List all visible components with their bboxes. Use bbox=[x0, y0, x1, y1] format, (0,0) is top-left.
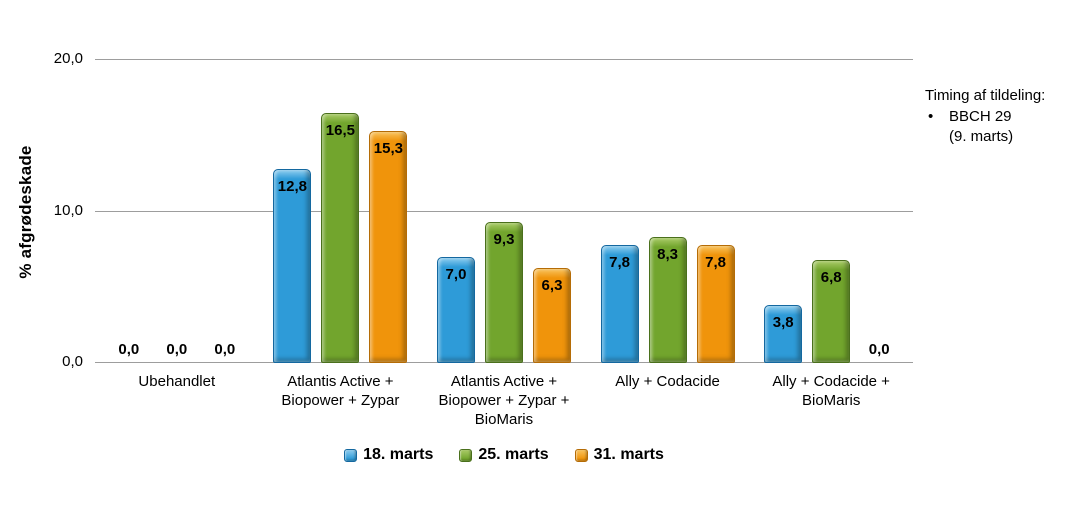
bar-value-label: 0,0 bbox=[214, 341, 236, 358]
bar-value-label: 7,8 bbox=[705, 253, 727, 271]
bar-slot: 0,0 bbox=[860, 339, 898, 363]
bar-slot: 0,0 bbox=[206, 339, 244, 363]
bar-slot: 12,8 bbox=[273, 169, 312, 363]
bar-25-marts: 16,5 bbox=[321, 113, 360, 363]
legend-item: 31. marts bbox=[574, 446, 664, 464]
bar-group: 7,0 9,3 6,3 bbox=[422, 60, 586, 363]
y-tick-label: 0,0 bbox=[62, 353, 83, 370]
annotation-title: Timing af tildeling: bbox=[925, 87, 1046, 104]
bar-value-label: 0,0 bbox=[868, 341, 890, 358]
bar-group: 12,8 16,5 15,3 bbox=[259, 60, 423, 363]
bullet-icon: • bbox=[928, 108, 934, 125]
bar-slot: 0,0 bbox=[110, 339, 148, 363]
bar-25-marts: 6,8 bbox=[812, 259, 851, 363]
legend-marker-icon bbox=[459, 448, 473, 462]
annotation-bullet-subtext: (9. marts) bbox=[949, 128, 1014, 145]
legend-marker-icon bbox=[344, 448, 358, 462]
bar-slot: 6,8 bbox=[812, 259, 851, 363]
bar-18-marts: 3,8 bbox=[764, 305, 803, 363]
legend-label: 31. marts bbox=[593, 446, 664, 463]
bar-31-marts: 6,3 bbox=[532, 267, 571, 363]
bar-25-marts: 8,3 bbox=[648, 237, 687, 363]
annotation-bullet-row: • BBCH 29 bbox=[925, 107, 1067, 127]
timing-annotation: Timing af tildeling: • BBCH 29 (9. marts… bbox=[925, 86, 1067, 147]
y-tick-label: 10,0 bbox=[53, 201, 83, 219]
bar-slot: 16,5 bbox=[321, 113, 360, 363]
legend-label: 25. marts bbox=[478, 446, 549, 463]
bar-value-label: 8,3 bbox=[657, 246, 679, 264]
category-label: Atlantis Active + Biopower + Zypar + Bio… bbox=[438, 373, 570, 428]
legend-marker-icon bbox=[574, 448, 588, 462]
gridline bbox=[95, 210, 913, 212]
bar-groups: 0,0 0,0 0,0 12,8 16,5 15,3 7,0 9,3 6,3 7,8 8,3 7,8 3… bbox=[95, 60, 913, 363]
gridline bbox=[95, 59, 913, 60]
bar-value-label: 3,8 bbox=[772, 314, 794, 332]
bar-group: 7,8 8,3 7,8 bbox=[586, 60, 750, 363]
category-label: Ally + Codacide bbox=[615, 373, 720, 390]
bar-slot: 9,3 bbox=[484, 222, 523, 363]
bar-18-marts: 12,8 bbox=[273, 169, 312, 363]
bar-group: 3,8 6,8 0,0 bbox=[749, 60, 913, 363]
legend-label: 18. marts bbox=[363, 446, 434, 463]
plot-area: 0,0 10,0 20,0 0,0 0,0 0,0 12,8 16,5 15,3 7,0 9,3 6,… bbox=[54, 50, 913, 370]
bar-value-label: 0,0 bbox=[118, 341, 140, 358]
bar-slot: 15,3 bbox=[369, 131, 408, 363]
legend-item: 18. marts bbox=[344, 446, 433, 464]
bar-slot: 3,8 bbox=[764, 305, 803, 363]
bar-slot: 8,3 bbox=[648, 237, 687, 363]
bar-value-label: 7,8 bbox=[609, 253, 631, 271]
legend: 18. marts 25. marts 31. marts bbox=[95, 446, 913, 464]
bar-value-label: 12,8 bbox=[277, 178, 307, 196]
bar-31-marts: 7,8 bbox=[696, 244, 735, 363]
bar-value-label: 6,3 bbox=[541, 276, 563, 294]
bar-slot: 7,8 bbox=[696, 244, 735, 363]
bar-group: 0,0 0,0 0,0 bbox=[95, 60, 259, 363]
category-label: Ubehandlet bbox=[138, 373, 216, 390]
bar-slot: 7,8 bbox=[600, 244, 639, 363]
bar-25-marts: 9,3 bbox=[484, 222, 523, 363]
bar-slot: 7,0 bbox=[436, 256, 475, 363]
legend-item: 25. marts bbox=[459, 446, 549, 464]
bar-value-label: 6,8 bbox=[820, 268, 842, 286]
x-axis-labels: Ubehandlet Atlantis Active + Biopower + Z… bbox=[95, 372, 913, 429]
bar-31-marts: 15,3 bbox=[369, 131, 408, 363]
bar-value-label: 15,3 bbox=[373, 140, 403, 158]
bar-value-label: 16,5 bbox=[325, 122, 355, 140]
bar-slot: 0,0 bbox=[158, 339, 196, 363]
bar-18-marts: 7,8 bbox=[600, 244, 639, 363]
annotation-bullet-text: BBCH 29 bbox=[949, 108, 1012, 125]
bar-value-label: 0,0 bbox=[166, 341, 188, 358]
bar-18-marts: 7,0 bbox=[436, 256, 475, 363]
category-label: Ally + Codacide + BioMaris bbox=[772, 373, 890, 409]
bar-value-label: 7,0 bbox=[445, 265, 467, 283]
bar-slot: 6,3 bbox=[532, 267, 571, 363]
category-label: Atlantis Active + Biopower + Zypar bbox=[281, 373, 400, 409]
bar-value-label: 9,3 bbox=[493, 231, 515, 249]
y-tick-label: 20,0 bbox=[53, 50, 83, 67]
